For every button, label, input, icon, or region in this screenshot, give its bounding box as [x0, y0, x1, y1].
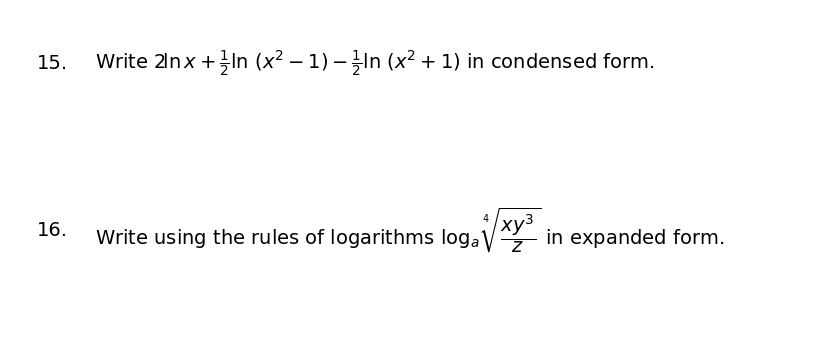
- Text: 15.: 15.: [37, 54, 69, 73]
- Text: Write using the rules of logarithms $\log_a \sqrt[4]{\dfrac{xy^3}{z}}$ in expand: Write using the rules of logarithms $\lo…: [95, 205, 724, 255]
- Text: 16.: 16.: [37, 221, 68, 240]
- Text: Write $2\!\ln x + \frac{1}{2}\ln\,(x^2 - 1) - \frac{1}{2}\ln\,(x^2 + 1)$ in cond: Write $2\!\ln x + \frac{1}{2}\ln\,(x^2 -…: [95, 49, 654, 79]
